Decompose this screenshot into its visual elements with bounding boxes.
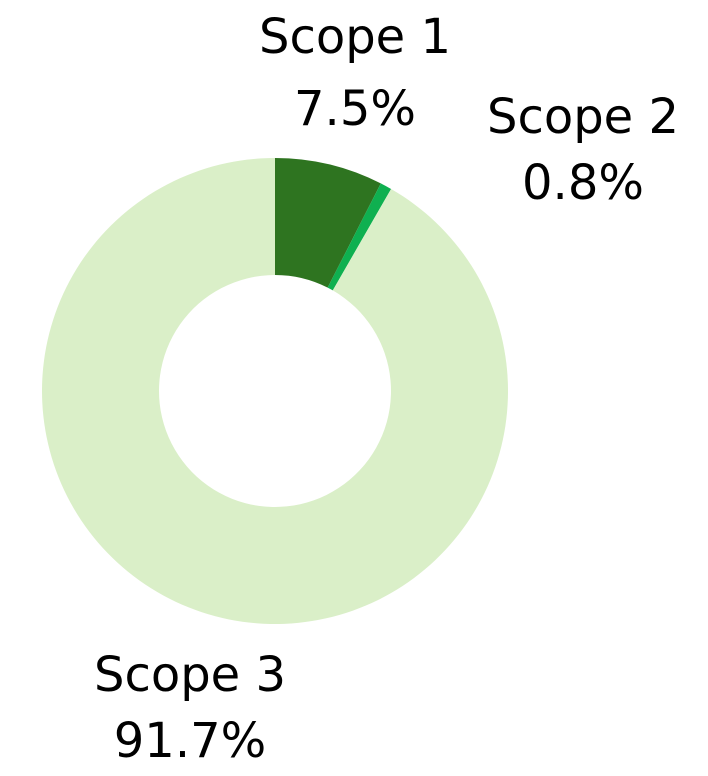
donut-slice	[327, 183, 392, 291]
slice-label: Scope 1	[259, 9, 451, 65]
slice-label: Scope 2	[487, 89, 679, 145]
slice-label: Scope 3	[94, 647, 286, 703]
value-label: 91.7%	[114, 713, 266, 769]
donut-slice	[42, 158, 509, 624]
donut-slice	[275, 158, 381, 288]
value-label: 7.5%	[294, 81, 416, 137]
value-label: 0.8%	[522, 155, 644, 211]
